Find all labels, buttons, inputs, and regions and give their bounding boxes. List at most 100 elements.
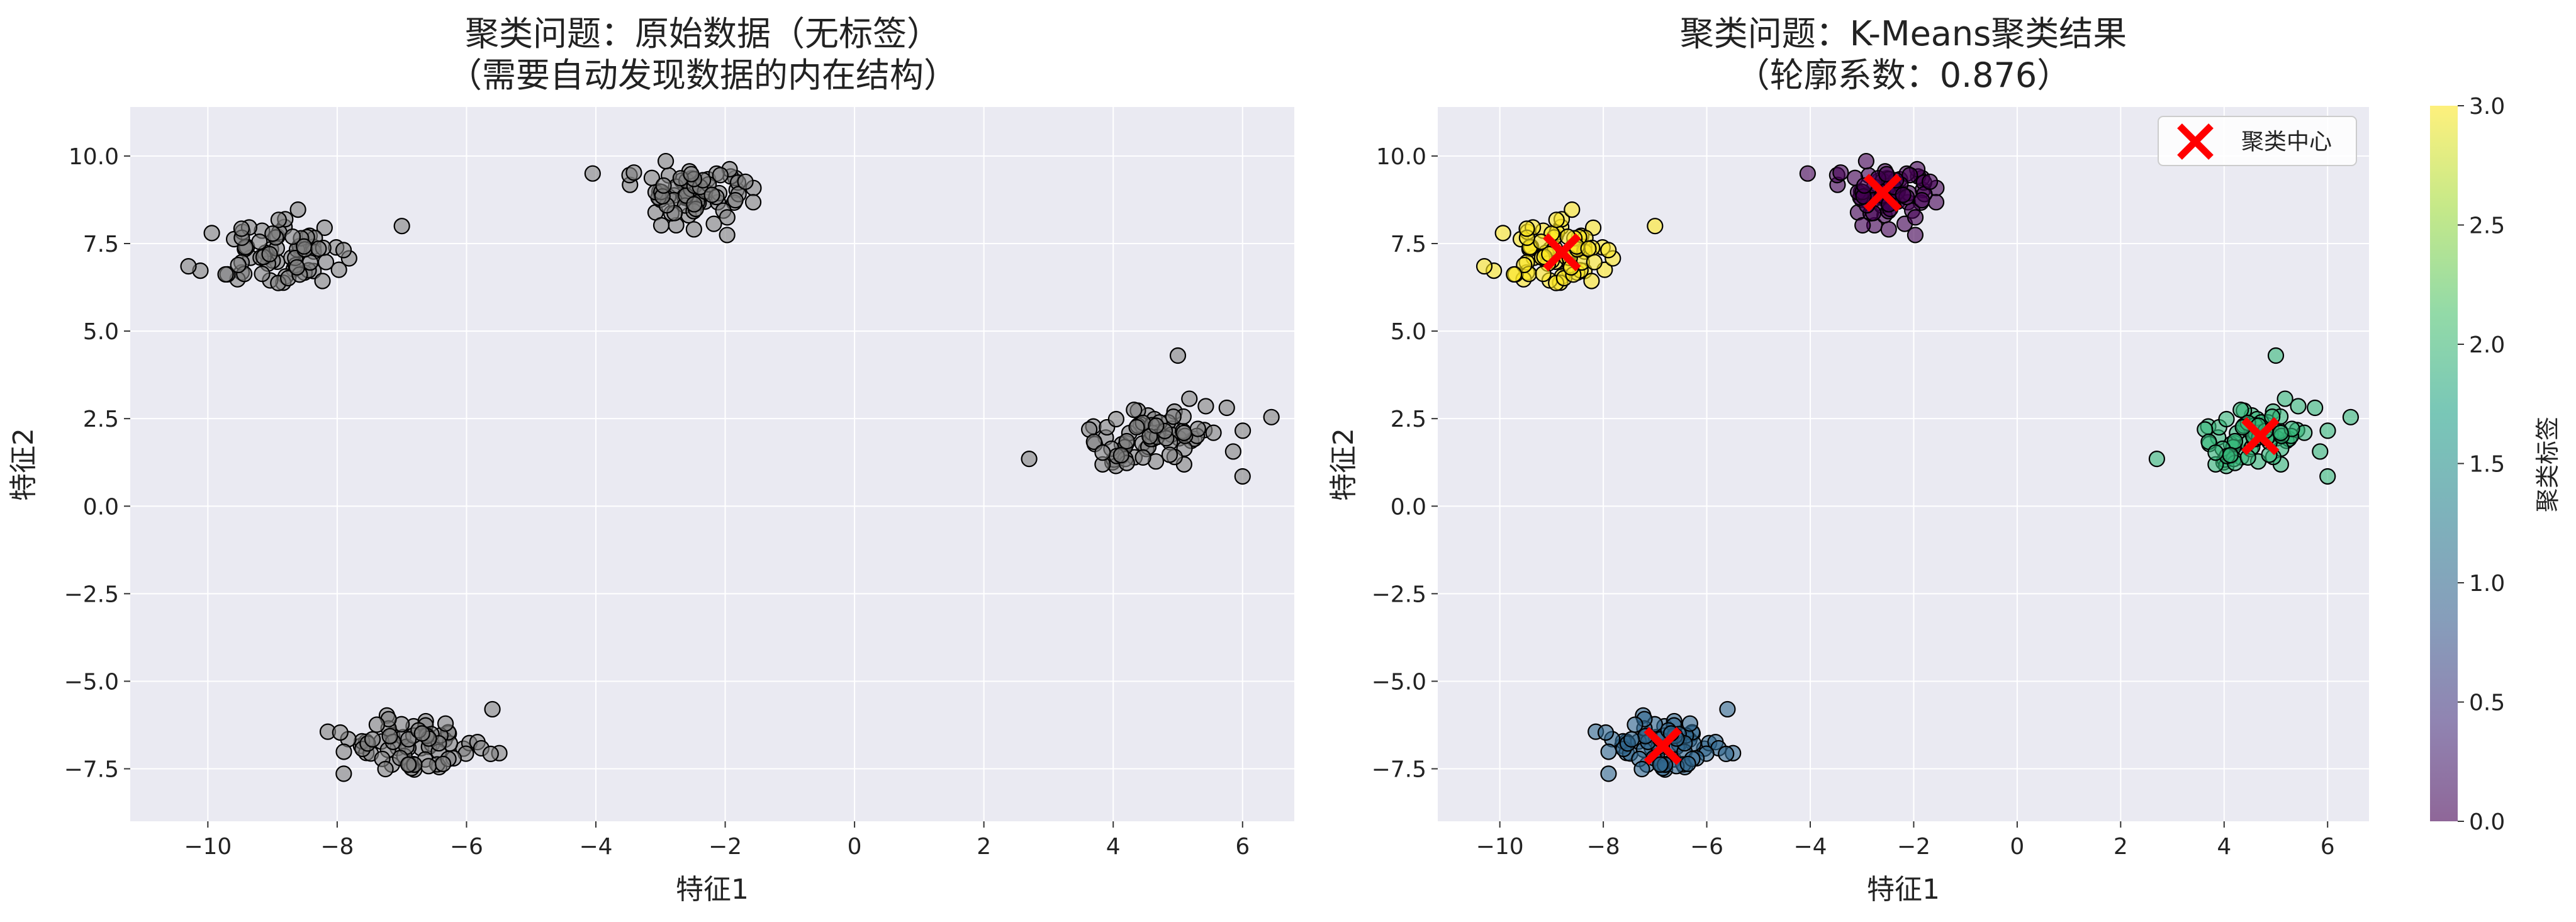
right-chart-title-line1: 聚类问题：K-Means聚类结果: [1680, 14, 2127, 53]
data-point: [484, 700, 501, 718]
x-tick-label: −8: [1587, 834, 1620, 860]
y-tick-label: −5.0: [64, 669, 119, 695]
colorbar-tick-label: 3.0: [2469, 94, 2505, 120]
data-point: [2307, 399, 2324, 417]
data-point: [1652, 756, 1669, 773]
data-point: [1600, 765, 1617, 782]
y-tick-label: 0.0: [83, 494, 119, 520]
colorbar-tick-label: 0.0: [2469, 809, 2505, 835]
data-point: [703, 186, 720, 203]
data-point: [1922, 173, 1939, 190]
y-tick-label: −7.5: [1372, 757, 1426, 783]
colorbar-tick-label: 1.0: [2469, 571, 2505, 597]
data-point: [1854, 216, 1871, 234]
data-point: [1880, 221, 1897, 238]
right-x-ticks: −10 −8 −6 −4 −2 0 2 4 6: [1476, 821, 2335, 860]
y-tick-label: 2.5: [1391, 407, 1426, 432]
left-x-axis-label: 特征1: [676, 874, 749, 906]
data-point: [1586, 254, 1603, 271]
data-point: [251, 233, 268, 250]
x-tick-label: 2: [2114, 834, 2128, 860]
data-point: [643, 169, 661, 186]
data-point: [295, 238, 313, 255]
data-point: [1476, 258, 1493, 275]
data-point: [482, 745, 499, 762]
data-point: [1597, 724, 1615, 741]
left-chart-title-line1: 聚类问题：原始数据（无标签）: [465, 14, 941, 53]
right-y-axis-label: 特征2: [1328, 428, 1360, 501]
x-tick-label: −2: [1897, 834, 1930, 860]
y-tick-label: 7.5: [1391, 232, 1426, 257]
data-point: [335, 765, 352, 782]
data-point: [1197, 398, 1214, 415]
data-point: [719, 209, 736, 226]
legend: 聚类中心: [2158, 116, 2357, 166]
data-point: [381, 728, 398, 745]
x-tick-label: −6: [1690, 834, 1723, 860]
data-point: [1518, 220, 1535, 237]
data-point: [284, 228, 301, 245]
data-point: [1907, 209, 1924, 226]
data-point: [1633, 760, 1650, 778]
data-point: [203, 225, 220, 242]
data-point: [657, 152, 675, 170]
data-point: [1165, 408, 1182, 425]
data-point: [1623, 731, 1640, 748]
data-point: [1600, 242, 1617, 259]
y-tick-label: −7.5: [64, 757, 119, 783]
data-point: [1907, 227, 1924, 244]
colorbar-tick-label: 2.5: [2469, 213, 2505, 239]
cluster-center-marker: [1543, 233, 1581, 272]
data-point: [254, 266, 271, 283]
data-point: [1580, 240, 1597, 257]
data-point: [1112, 447, 1129, 464]
data-point: [1094, 444, 1111, 461]
right-gridlines: [1438, 107, 2369, 821]
y-tick-label: −5.0: [1372, 669, 1426, 695]
data-point: [289, 201, 306, 218]
data-point: [364, 731, 381, 748]
x-tick-label: 2: [977, 834, 991, 860]
x-tick-label: −10: [184, 834, 232, 860]
colorbar-ticks: 0.0 0.5 1.0 1.5 2.0 2.5 3.0: [2458, 94, 2505, 835]
legend-center-marker: [2177, 123, 2214, 160]
left-chart-title-line2: （需要自动发现数据的内在结构）: [448, 55, 958, 95]
data-point: [330, 261, 347, 278]
cluster-center-marker: [1863, 174, 1902, 212]
data-point: [1681, 715, 1698, 732]
data-point: [435, 755, 452, 772]
data-point: [1181, 390, 1198, 407]
data-point: [230, 256, 247, 274]
data-point: [1506, 266, 1523, 283]
left-chart: 聚类问题：原始数据（无标签） （需要自动发现数据的内在结构） −10 −8 −6 −4…: [8, 14, 1294, 906]
colorbar-label: 聚类标签: [2534, 417, 2562, 512]
data-point: [2272, 424, 2289, 441]
data-point: [413, 725, 430, 742]
data-point: [316, 219, 333, 236]
data-point: [1832, 164, 1849, 181]
data-point: [2319, 422, 2336, 439]
data-point: [1647, 218, 1664, 235]
left-x-ticks: −10 −8 −6 −4 −2 0 2 4 6: [184, 821, 1250, 860]
data-point: [264, 225, 281, 242]
x-tick-label: −10: [1476, 834, 1524, 860]
data-point: [1175, 424, 1192, 441]
x-tick-label: 0: [848, 834, 862, 860]
x-tick-label: 6: [1235, 834, 1250, 860]
x-tick-label: 4: [1106, 834, 1121, 860]
left-data-points: [180, 152, 1280, 782]
data-point: [437, 715, 454, 732]
legend-label: 聚类中心: [2241, 129, 2332, 155]
data-point: [1169, 347, 1187, 364]
data-point: [332, 724, 349, 741]
data-point: [744, 194, 762, 211]
data-point: [1600, 743, 1617, 760]
y-tick-label: 0.0: [1391, 494, 1426, 520]
data-point: [1718, 745, 1735, 762]
data-point: [712, 167, 729, 184]
right-y-ticks: −7.5 −5.0 −2.5 0.0 2.5 5.0 7.5 10.0: [1372, 144, 1438, 783]
data-point: [1583, 273, 1600, 290]
data-point: [335, 743, 352, 760]
data-point: [685, 221, 702, 238]
data-point: [1205, 424, 1222, 441]
